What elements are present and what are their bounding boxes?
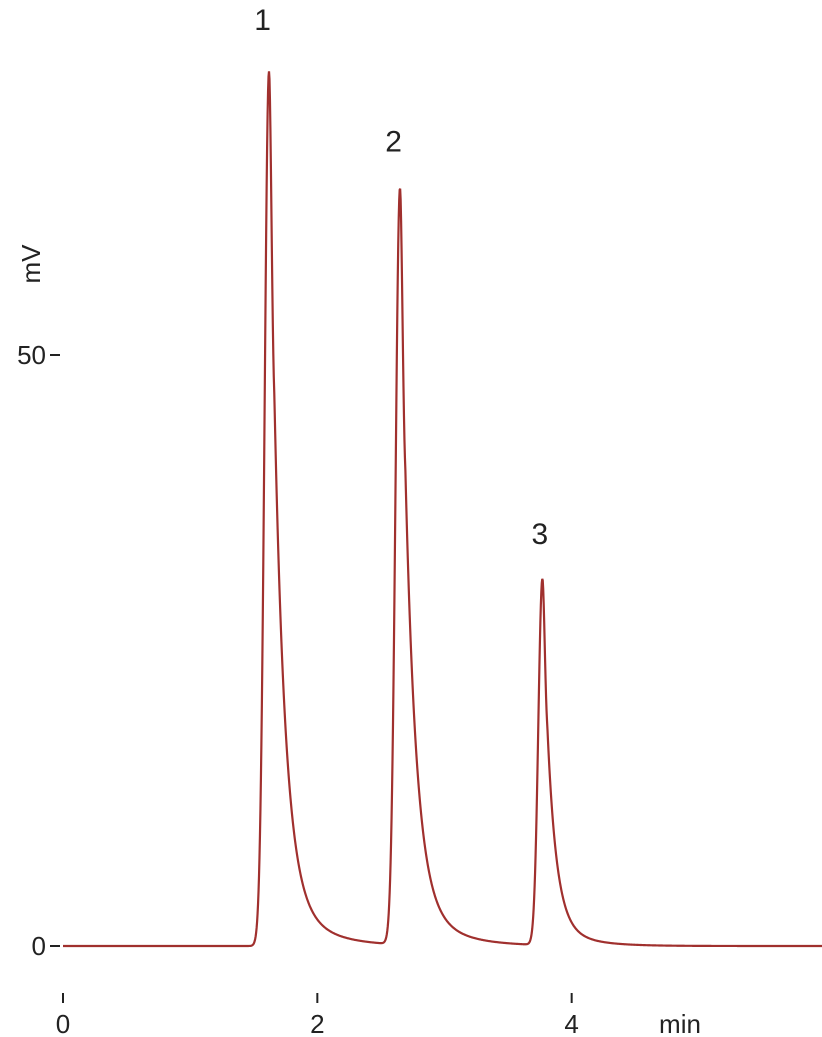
peak-label: 2	[385, 126, 402, 159]
x-tick-label: 4	[564, 1009, 578, 1037]
y-tick-label: 0	[32, 931, 46, 961]
x-tick-label: 0	[56, 1009, 70, 1037]
y-axis-label: mV	[16, 244, 46, 284]
x-axis-label: min	[659, 1009, 701, 1037]
x-tick-label: 2	[310, 1009, 324, 1037]
peak-label: 3	[532, 518, 549, 551]
peak-labels: 1 2 3	[254, 4, 548, 551]
peak-label: 1	[254, 4, 271, 37]
series-line	[63, 71, 822, 948]
x-axis-ticks: 0 2 4	[56, 993, 579, 1037]
y-axis-ticks: 0 50	[17, 340, 60, 961]
y-tick-label: 50	[17, 340, 46, 370]
